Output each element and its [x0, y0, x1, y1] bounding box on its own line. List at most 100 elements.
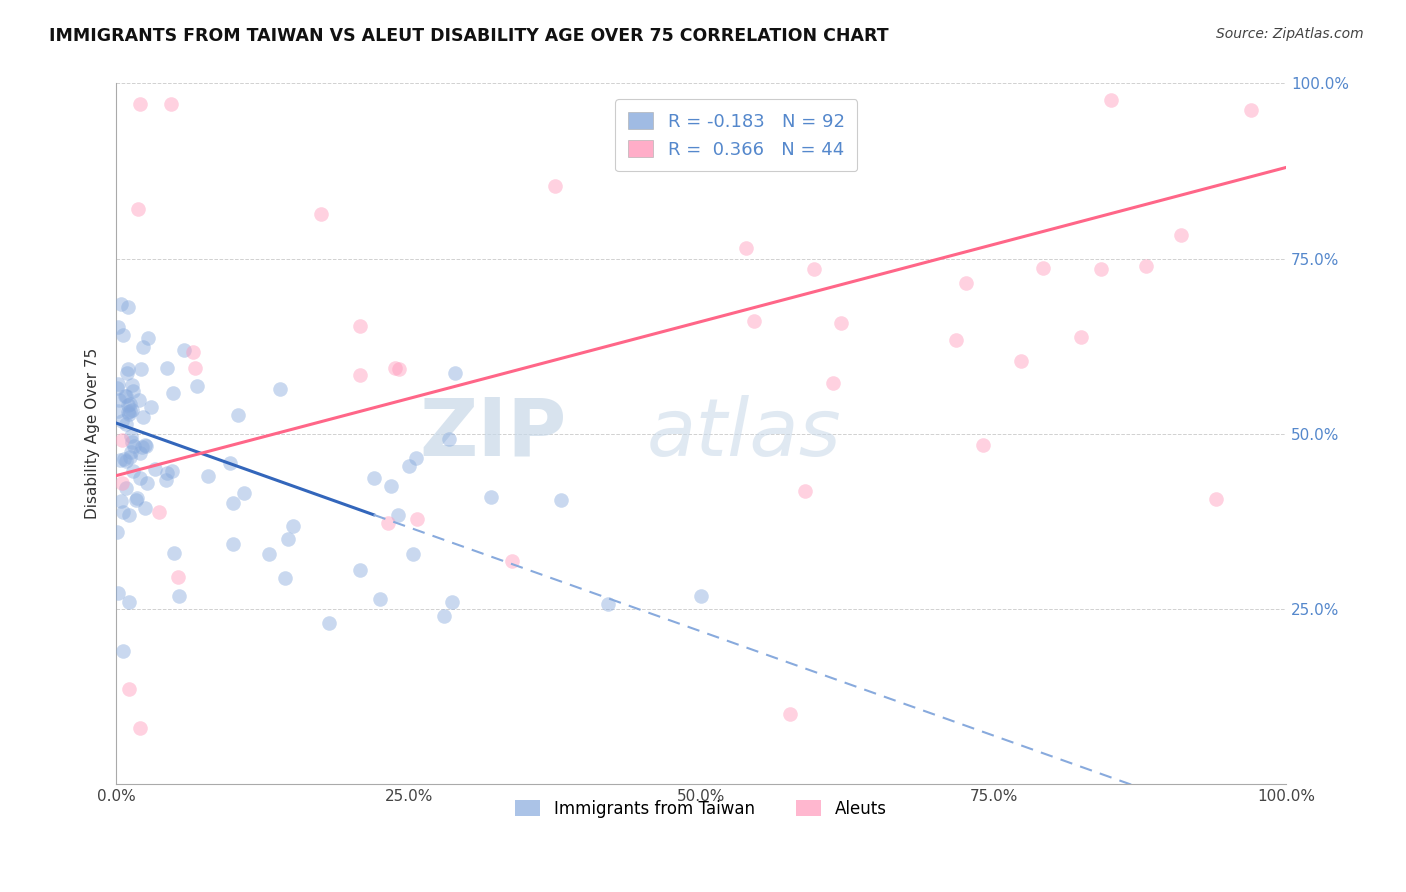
Point [136, 476, 159, 491]
Legend: Immigrants from Taiwan, Aleuts: Immigrants from Taiwan, Aleuts [509, 793, 893, 824]
Point [406, 512, 429, 526]
Point [797, 126, 820, 140]
Point [318, 615, 340, 630]
Point [117, 300, 139, 314]
Point [129, 471, 152, 485]
Point [233, 485, 256, 500]
Point [111, 328, 134, 343]
Point [1032, 261, 1054, 276]
Point [398, 458, 420, 473]
Point [155, 473, 177, 487]
Point [107, 320, 129, 334]
Point [122, 439, 145, 453]
Point [734, 241, 756, 255]
Point [690, 589, 713, 603]
Point [1090, 261, 1112, 276]
Point [274, 571, 297, 585]
Point [173, 343, 195, 357]
Point [544, 179, 567, 194]
Point [156, 466, 179, 480]
Point [128, 446, 150, 460]
Point [437, 432, 460, 446]
Point [118, 508, 141, 522]
Point [955, 277, 977, 291]
Point [596, 597, 619, 611]
Point [311, 207, 333, 221]
Point [222, 496, 245, 510]
Point [117, 366, 139, 380]
Point [368, 591, 391, 606]
Point [110, 476, 132, 491]
Point [110, 453, 132, 467]
Point [139, 400, 162, 414]
Text: ZIP: ZIP [419, 394, 567, 473]
Point [134, 437, 156, 451]
Point [1063, 62, 1085, 77]
Point [349, 368, 371, 382]
Point [1010, 354, 1032, 368]
Point [181, 345, 204, 359]
Point [222, 537, 245, 551]
Point [183, 361, 205, 376]
Point [132, 340, 155, 354]
Point [742, 314, 765, 328]
Point [501, 554, 523, 568]
Point [115, 417, 138, 432]
Point [277, 533, 299, 547]
Point [162, 386, 184, 401]
Point [218, 456, 240, 470]
Point [117, 405, 139, 419]
Text: atlas: atlas [647, 394, 841, 473]
Point [363, 471, 385, 485]
Point [1205, 491, 1227, 506]
Point [132, 409, 155, 424]
Point [107, 586, 129, 600]
Point [107, 404, 129, 418]
Point [405, 451, 427, 466]
Point [169, 590, 191, 604]
Point [131, 362, 153, 376]
Point [226, 408, 249, 422]
Point [377, 516, 399, 531]
Point [127, 491, 149, 505]
Point [349, 563, 371, 577]
Point [186, 379, 208, 393]
Point [107, 381, 129, 395]
Text: IMMIGRANTS FROM TAIWAN VS ALEUT DISABILITY AGE OVER 75 CORRELATION CHART: IMMIGRANTS FROM TAIWAN VS ALEUT DISABILI… [49, 27, 889, 45]
Point [117, 361, 139, 376]
Point [441, 595, 464, 609]
Point [124, 492, 146, 507]
Point [945, 334, 967, 348]
Point [1099, 93, 1122, 107]
Point [1063, 62, 1085, 77]
Point [120, 445, 142, 459]
Point [128, 393, 150, 408]
Point [269, 382, 291, 396]
Point [131, 440, 153, 454]
Point [111, 414, 134, 428]
Point [167, 570, 190, 584]
Point [111, 433, 134, 447]
Point [121, 403, 143, 417]
Point [160, 97, 183, 112]
Point [387, 508, 409, 522]
Point [115, 454, 138, 468]
Point [134, 500, 156, 515]
Point [983, 62, 1005, 77]
Point [402, 547, 425, 561]
Point [135, 439, 157, 453]
Point [108, 393, 131, 408]
Point [433, 608, 456, 623]
Point [143, 462, 166, 476]
Text: Source: ZipAtlas.com: Source: ZipAtlas.com [1216, 27, 1364, 41]
Point [114, 389, 136, 403]
Point [118, 595, 141, 609]
Point [118, 450, 141, 464]
Point [121, 377, 143, 392]
Point [1070, 330, 1092, 344]
Point [444, 366, 467, 380]
Point [197, 469, 219, 483]
Y-axis label: Disability Age Over 75: Disability Age Over 75 [86, 348, 100, 519]
Point [136, 331, 159, 345]
Point [1135, 260, 1157, 274]
